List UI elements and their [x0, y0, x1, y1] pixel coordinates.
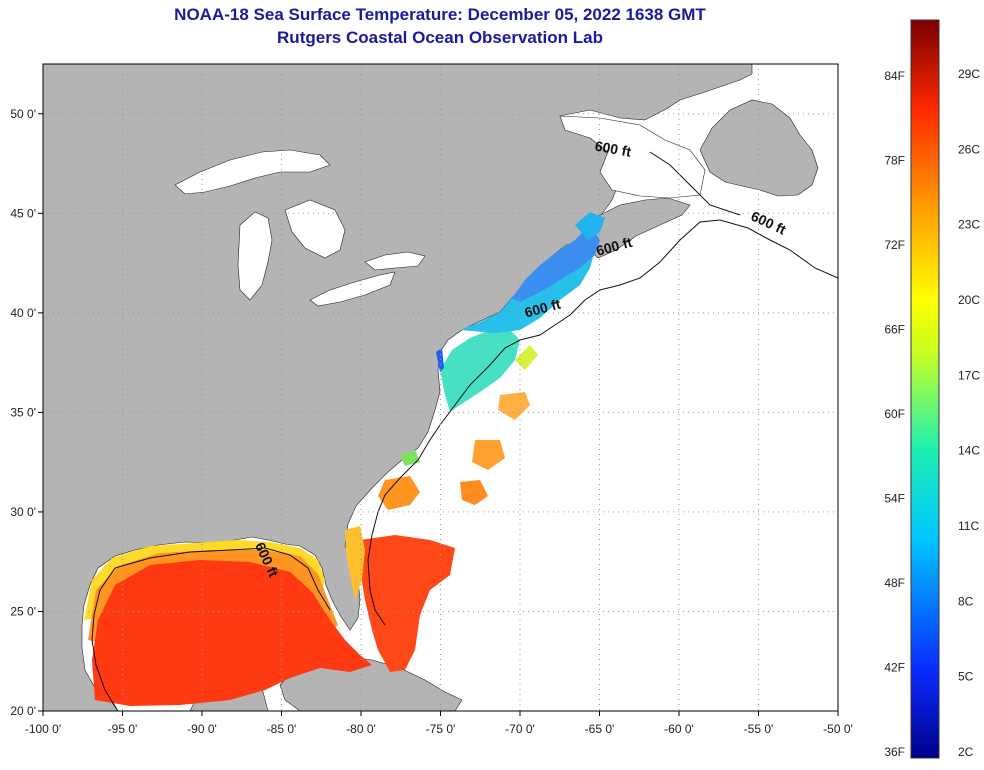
sst-carolina-offshore-3 [472, 440, 505, 470]
lon-tick-label: -70 0' [505, 722, 535, 736]
colorbar-c-label: 11C [958, 519, 979, 533]
sst-chesapeake-cold [436, 348, 444, 372]
colorbar-c-label: 8C [958, 594, 974, 608]
sst-gulf-of-maine [512, 228, 600, 302]
colorbar-c-label: 26C [958, 142, 980, 156]
colorbar-c-label: 5C [958, 670, 974, 684]
lat-tick-label: 20 0' [10, 704, 36, 718]
lon-tick-label: -90 0' [187, 722, 217, 736]
longitude-axis: -100 0' -95 0' -90 0' -85 0' -80 0' -75 0' -70… [25, 711, 853, 736]
colorbar-f-label: 78F [884, 154, 905, 168]
colorbar [910, 19, 940, 759]
lon-tick-label: -60 0' [664, 722, 694, 736]
lon-tick-label: -75 0' [426, 722, 456, 736]
sst-midatlantic-yellow [515, 345, 538, 370]
sst-carolina-offshore-2 [460, 480, 488, 505]
colorbar-f-label: 48F [884, 576, 905, 590]
sst-nova-scotia-shelf [575, 212, 605, 240]
colorbar-c-label: 23C [958, 218, 980, 232]
colorbar-c-label: 17C [958, 368, 980, 382]
colorbar-c-label: 20C [958, 293, 980, 307]
colorbar-c-label: 2C [958, 745, 974, 759]
lon-tick-label: -100 0' [25, 722, 61, 736]
sst-carolina-offshore [378, 476, 420, 510]
lon-tick-label: -80 0' [346, 722, 376, 736]
land-newfoundland [699, 99, 819, 197]
colorbar-c-label: 29C [958, 67, 980, 81]
sst-midatlantic [440, 330, 520, 412]
lat-tick-label: 25 0' [10, 604, 36, 618]
colorbar-f-label: 66F [884, 323, 905, 337]
contour-label-600ft: 600 ft [594, 138, 633, 160]
sst-carolina-offshore-4 [498, 392, 530, 420]
sst-florida-coast [345, 526, 365, 600]
lat-tick-label: 50 0' [10, 107, 36, 121]
colorbar-f-label: 54F [884, 492, 905, 506]
lon-tick-label: -50 0' [823, 722, 853, 736]
lat-tick-label: 40 0' [10, 306, 36, 320]
sst-coastal-green [400, 450, 420, 466]
isobath-600ft [91, 151, 838, 711]
colorbar-f-label: 60F [884, 407, 905, 421]
colorbar-f-label: 84F [884, 69, 905, 83]
lat-tick-label: 30 0' [10, 505, 36, 519]
title-line-2: Rutgers Coastal Ocean Observation Lab [277, 28, 603, 47]
colorbar-f-label: 42F [884, 661, 905, 675]
sst-florida-bahamas [360, 535, 455, 672]
colorbar-c-label: 14C [958, 444, 980, 458]
sst-gulf-basin [92, 560, 372, 706]
lon-tick-label: -85 0' [267, 722, 297, 736]
colorbar-celsius-labels: 29C 26C 23C 20C 17C 14C 11C 8C 5C 2C [958, 67, 980, 759]
lon-tick-label: -65 0' [585, 722, 615, 736]
lat-tick-label: 45 0' [10, 206, 36, 220]
lon-tick-label: -95 0' [108, 722, 138, 736]
lon-tick-label: -55 0' [744, 722, 774, 736]
great-lakes [174, 149, 426, 307]
title-line-1: NOAA-18 Sea Surface Temperature: Decembe… [174, 5, 706, 24]
colorbar-f-label: 36F [884, 745, 905, 759]
colorbar-fahrenheit-labels: 84F 78F 72F 66F 60F 54F 48F 42F 36F [884, 69, 905, 759]
lat-tick-label: 35 0' [10, 405, 36, 419]
colorbar-f-label: 72F [884, 238, 905, 252]
gulf-of-st-lawrence [559, 115, 706, 199]
latitude-axis: 50 0' 45 0' 40 0' 35 0' 30 0' 25 0' 20 0' [10, 107, 43, 718]
